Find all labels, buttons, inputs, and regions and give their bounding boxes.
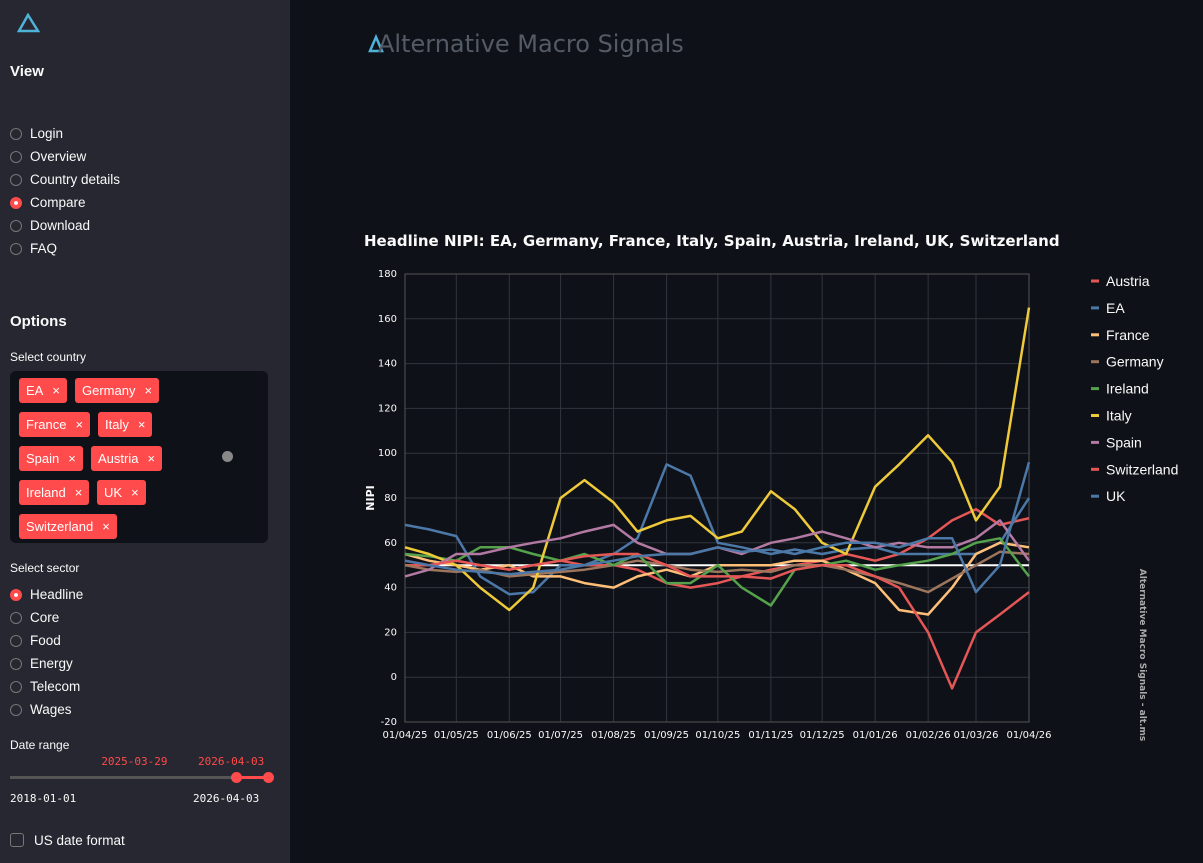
view-option[interactable]: FAQ <box>10 241 57 256</box>
slider-track <box>10 776 268 779</box>
country-chip[interactable]: France × <box>19 412 91 437</box>
country-chip[interactable]: Ireland × <box>19 480 90 505</box>
x-tick-label: 01/05/25 <box>434 730 479 741</box>
x-tick-label: 01/01/26 <box>853 730 898 741</box>
range-min: 2018-01-01 <box>10 792 77 805</box>
brand-first: A <box>378 30 395 58</box>
view-option[interactable]: Compare <box>10 195 86 210</box>
x-tick-label: 01/10/25 <box>695 730 740 741</box>
series-line <box>404 463 1031 596</box>
x-tick-label: 01/07/25 <box>538 730 583 741</box>
x-tick-label: 01/03/26 <box>954 730 999 741</box>
x-tick-label: 01/02/26 <box>906 730 951 741</box>
section-heading: View <box>10 63 44 80</box>
brand-rest: lternative Macro Signals <box>394 30 683 58</box>
series-line <box>404 461 1031 594</box>
y-axis-title: NIPI <box>364 485 377 510</box>
country-chip[interactable]: Switzerland × <box>19 514 117 539</box>
sector-option[interactable]: Core <box>10 610 59 625</box>
y-tick-label: -20 <box>381 717 397 728</box>
field-label: Select sector <box>10 561 80 575</box>
sector-option[interactable]: Energy <box>10 656 73 671</box>
country-chip[interactable]: EA × <box>19 378 67 403</box>
y-tick-label: 100 <box>378 448 397 459</box>
series-line <box>404 552 1030 690</box>
sector-option[interactable]: Food <box>10 633 61 648</box>
sector-option[interactable]: Headline <box>10 587 83 602</box>
legend-label: France <box>1106 327 1150 343</box>
x-tick-label: 01/09/25 <box>644 730 689 741</box>
y-tick-label: 140 <box>378 359 397 370</box>
y-tick-label: 120 <box>378 403 397 414</box>
x-tick-label: 01/06/25 <box>487 730 532 741</box>
y-tick-label: 60 <box>384 538 397 549</box>
legend-label: Germany <box>1106 354 1164 370</box>
x-tick-label: 01/12/25 <box>800 730 845 741</box>
country-chip[interactable]: UK × <box>97 480 146 505</box>
y-tick-label: 40 <box>384 583 397 594</box>
legend-label: Ireland <box>1106 381 1149 397</box>
y-tick-label: 20 <box>384 627 397 638</box>
y-tick-label: 80 <box>384 493 397 504</box>
sector-option[interactable]: Wages <box>10 702 72 717</box>
view-option[interactable]: Download <box>10 218 90 233</box>
view-option[interactable]: Login <box>10 126 63 141</box>
us-date-checkbox[interactable]: US date format <box>10 833 125 848</box>
legend-label: EA <box>1106 300 1125 316</box>
field-label: Date range <box>10 738 70 752</box>
country-chip[interactable]: Austria × <box>91 446 163 471</box>
view-option[interactable]: Country details <box>10 172 120 187</box>
y-tick-label: 0 <box>391 672 397 683</box>
watermark: Alternative Macro Signals - alt.ms <box>1137 569 1147 742</box>
clear-icon[interactable] <box>222 451 233 462</box>
legend-label: Switzerland <box>1106 461 1178 477</box>
field-label: Select country <box>10 350 87 364</box>
slider-handle[interactable] <box>263 772 274 783</box>
legend-label: Spain <box>1106 434 1142 450</box>
range-start-value: 2025-03-29 <box>101 755 168 768</box>
sidebar: View Login Overview Country details Compare D… <box>0 0 290 863</box>
brand-logo <box>368 33 384 53</box>
chart: Alternative Macro Signals Headline NIPI:… <box>364 30 1178 742</box>
x-tick-label: 01/04/25 <box>383 730 428 741</box>
brand: Alternative Macro Signals <box>378 30 684 58</box>
country-chip[interactable]: Spain × <box>19 446 83 471</box>
range-end-value: 2026-04-03 <box>198 755 265 768</box>
x-tick-label: 01/04/26 <box>1007 730 1052 741</box>
legend-label: Italy <box>1106 408 1132 424</box>
logo <box>17 13 41 33</box>
sector-option[interactable]: Telecom <box>10 679 80 694</box>
series-line <box>404 550 1030 594</box>
legend-label: UK <box>1106 488 1126 504</box>
chart-title: Headline NIPI: EA, Germany, France, Ital… <box>364 232 1060 250</box>
y-tick-label: 160 <box>378 314 397 325</box>
country-chip[interactable]: Italy × <box>98 412 153 437</box>
section-heading: Options <box>10 313 67 330</box>
view-option[interactable]: Overview <box>10 149 86 164</box>
x-tick-label: 01/11/25 <box>748 730 793 741</box>
x-tick-label: 01/08/25 <box>591 730 636 741</box>
legend-label: Austria <box>1106 273 1150 289</box>
slider-handle[interactable] <box>231 772 243 783</box>
y-tick-label: 180 <box>378 269 397 280</box>
series-line <box>404 307 1031 612</box>
range-max: 2026-04-03 <box>193 792 260 805</box>
slider-fill <box>236 776 268 779</box>
country-chip[interactable]: Germany × <box>75 378 160 403</box>
